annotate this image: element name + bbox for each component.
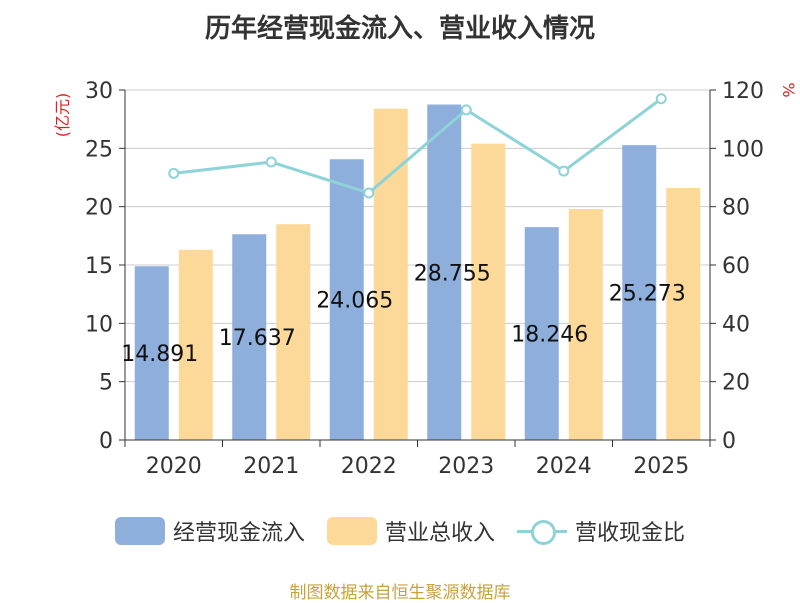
x-tick-label: 2024	[536, 454, 592, 479]
right-tick-label: 40	[722, 312, 750, 337]
legend-label-revenue: 营业总收入	[384, 521, 495, 546]
bar-cash-inflow	[622, 145, 657, 441]
left-tick-label: 5	[99, 371, 113, 396]
left-tick-label: 25	[85, 137, 113, 162]
bars	[134, 104, 701, 441]
legend-item-cash-ratio[interactable]: 营收现金比	[517, 515, 685, 547]
bar-revenue	[178, 249, 213, 440]
right-tick-label: 20	[722, 371, 750, 396]
legend-swatch-cash-inflow	[114, 517, 165, 545]
x-tick-label: 2022	[341, 454, 397, 479]
bar-value-label: 18.246	[511, 323, 588, 348]
chart-title: 历年经营现金流入、营业收入情况	[204, 14, 595, 44]
bar-revenue	[568, 209, 603, 440]
ratio-line-point	[558, 165, 570, 177]
left-tick-label: 15	[85, 254, 113, 279]
bar-value-label: 17.637	[219, 326, 296, 351]
bar-cash-inflow	[427, 104, 462, 441]
x-tick-label: 2025	[633, 454, 689, 479]
bar-revenue	[471, 143, 506, 440]
legend-label-cash-ratio: 营收现金比	[575, 521, 686, 546]
ratio-line	[168, 93, 667, 199]
right-tick-label: 60	[722, 254, 750, 279]
ratio-line-point	[655, 93, 667, 105]
legend-item-cash-inflow[interactable]: 经营现金流入	[114, 515, 305, 547]
right-tick-label: 120	[722, 79, 764, 104]
legend: 经营现金流入 营业总收入 营收现金比	[0, 515, 800, 547]
legend-item-revenue[interactable]: 营业总收入	[326, 515, 495, 547]
left-tick-label: 30	[85, 79, 113, 104]
bar-cash-inflow	[134, 266, 169, 440]
ratio-line-point	[168, 167, 180, 179]
bar-cash-inflow	[524, 227, 559, 440]
right-tick-label: 0	[722, 429, 736, 454]
grid-lines	[125, 89, 710, 383]
legend-swatch-cash-ratio	[517, 517, 567, 545]
left-tick-label: 10	[85, 312, 113, 337]
ratio-line-point	[363, 187, 375, 199]
x-tick-label: 2021	[243, 454, 299, 479]
left-tick-label: 20	[85, 196, 113, 221]
legend-swatch-revenue	[326, 517, 377, 545]
ratio-line-point	[460, 104, 472, 116]
left-axis-unit: (亿元)	[53, 93, 72, 138]
ratio-line-path	[173, 97, 663, 195]
bar-revenue	[666, 188, 701, 440]
x-tick-label: 2023	[438, 454, 494, 479]
bar-cash-inflow	[329, 159, 364, 440]
bar-value-label: 24.065	[316, 289, 393, 314]
bar-value-label: 28.755	[414, 261, 491, 286]
source-note: 制图数据来自恒生聚源数据库	[289, 583, 511, 603]
right-tick-label: 100	[722, 137, 764, 162]
ratio-line-point	[265, 156, 277, 168]
right-axis-unit: %	[779, 82, 798, 97]
right-tick-label: 80	[722, 196, 750, 221]
legend-label-cash-inflow: 经营现金流入	[172, 521, 305, 546]
left-tick-label: 0	[99, 429, 113, 454]
bar-value-label: 25.273	[609, 282, 686, 307]
x-tick-label: 2020	[146, 454, 202, 479]
bar-value-label: 14.891	[121, 342, 198, 367]
bar-cash-inflow	[232, 234, 267, 440]
bar-revenue	[373, 108, 408, 441]
data-labels: 14.891 17.637 24.065 28.755 18.246 25.273	[121, 261, 685, 367]
bar-revenue	[276, 224, 311, 440]
